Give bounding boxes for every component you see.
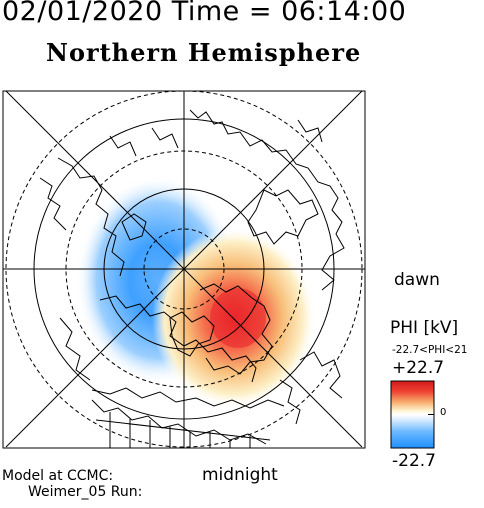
plot-title: Northern Hemisphere: [46, 38, 362, 67]
colorbar-zero-label: 0: [440, 407, 447, 418]
colorbar-max-label: +22.7: [392, 358, 445, 378]
colorbar-min-label: -22.7: [392, 451, 436, 471]
dawn-label: dawn: [394, 270, 440, 290]
midnight-label: midnight: [202, 465, 278, 485]
meridian-lines: [3, 91, 365, 448]
model-label-line2: Weimer_05 Run:: [28, 484, 143, 500]
datetime-header: 02/01/2020 Time = 06:14:00: [2, 0, 407, 27]
positive-potential-cell: [152, 228, 316, 408]
coastlines: [39, 109, 345, 448]
colorbar-title: PHI [kV]: [390, 318, 459, 338]
colorbar-range-text: -22.7<PHI<21: [392, 344, 468, 356]
colorbar: [390, 380, 435, 449]
model-label-line1: Model at CCMC:: [2, 468, 114, 484]
